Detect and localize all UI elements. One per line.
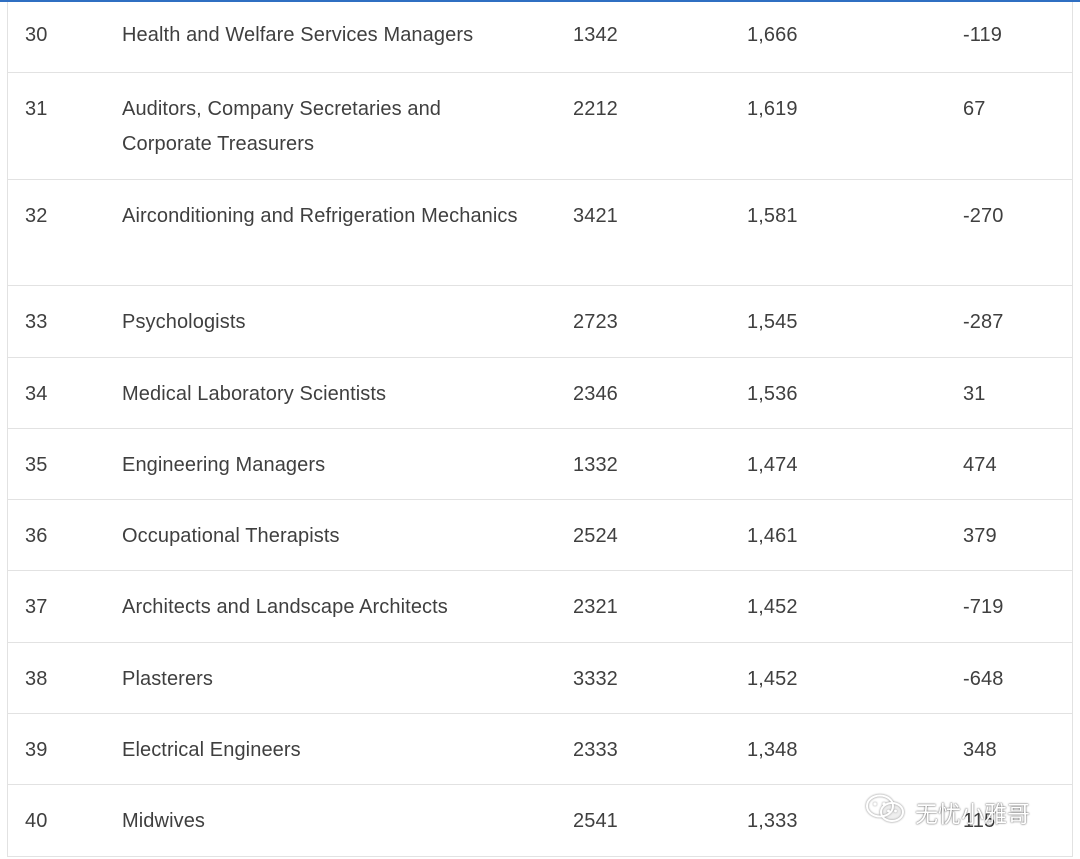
- watermark-text: 无忧小雅哥: [915, 802, 1030, 828]
- rank-cell: 36: [25, 525, 48, 548]
- change-cell: -648: [963, 667, 1004, 690]
- occupation-cell: Plasterers: [122, 667, 214, 690]
- code-cell: 2321: [573, 596, 618, 619]
- rank-cell: 35: [25, 453, 48, 476]
- count-cell: 1,452: [747, 596, 798, 619]
- occupation-cell: Health and Welfare Services Managers: [122, 24, 474, 46]
- rank-cell: 38: [25, 667, 48, 690]
- wechat-icon: [865, 793, 907, 831]
- table-row: 30 Health and Welfare Services Managers …: [8, 2, 1072, 74]
- count-cell: 1,619: [747, 98, 798, 121]
- change-cell: -270: [963, 204, 1004, 227]
- watermark: 无忧小雅哥: [865, 794, 1030, 830]
- top-accent-bar: [0, 0, 1080, 2]
- code-cell: 3332: [573, 667, 618, 690]
- occupation-table: 30 Health and Welfare Services Managers …: [7, 2, 1073, 857]
- rank-cell: 40: [25, 810, 48, 833]
- code-cell: 2333: [573, 739, 618, 762]
- change-cell: 348: [963, 739, 997, 762]
- table-row: 33 Psychologists 2723 1,545 -287: [8, 286, 1072, 358]
- table-row: 32 Airconditioning and Refrigeration Mec…: [8, 180, 1072, 287]
- occupation-cell: Occupational Therapists: [122, 525, 340, 548]
- count-cell: 1,461: [747, 525, 798, 548]
- occupation-cell: Auditors, Company Secretaries and Corpor…: [122, 98, 442, 156]
- count-cell: 1,333: [747, 810, 798, 833]
- table-row: 38 Plasterers 3332 1,452 -648: [8, 643, 1072, 715]
- occupation-cell: Architects and Landscape Architects: [122, 596, 448, 619]
- occupation-cell: Airconditioning and Refrigeration Mechan…: [122, 204, 518, 227]
- table-row: 37 Architects and Landscape Architects 2…: [8, 571, 1072, 643]
- code-cell: 2346: [573, 382, 618, 405]
- code-cell: 2212: [573, 98, 618, 121]
- change-cell: -719: [963, 596, 1004, 619]
- count-cell: 1,536: [747, 382, 798, 405]
- table-row: 35 Engineering Managers 1332 1,474 474: [8, 429, 1072, 501]
- table-row: 34 Medical Laboratory Scientists 2346 1,…: [8, 358, 1072, 429]
- code-cell: 2723: [573, 311, 618, 334]
- rank-cell: 31: [25, 98, 48, 121]
- rank-cell: 30: [25, 24, 48, 46]
- count-cell: 1,452: [747, 667, 798, 690]
- code-cell: 2541: [573, 810, 618, 833]
- count-cell: 1,581: [747, 204, 798, 227]
- occupation-cell: Midwives: [122, 810, 206, 833]
- table-row: 40 Midwives 2541 1,333 115: [8, 785, 1072, 857]
- rank-cell: 37: [25, 596, 48, 619]
- change-cell: 31: [963, 382, 986, 405]
- occupation-cell: Electrical Engineers: [122, 739, 301, 762]
- rank-cell: 32: [25, 204, 48, 227]
- change-cell: -119: [963, 24, 1002, 46]
- rank-cell: 33: [25, 311, 48, 334]
- rank-cell: 34: [25, 382, 48, 405]
- table-row: 36 Occupational Therapists 2524 1,461 37…: [8, 500, 1072, 572]
- occupation-cell: Medical Laboratory Scientists: [122, 382, 387, 405]
- code-cell: 1332: [573, 453, 618, 476]
- table-row: 31 Auditors, Company Secretaries and Cor…: [8, 73, 1072, 180]
- code-cell: 3421: [573, 204, 618, 227]
- change-cell: 474: [963, 453, 997, 476]
- count-cell: 1,666: [747, 24, 798, 46]
- change-cell: 379: [963, 525, 997, 548]
- count-cell: 1,474: [747, 453, 798, 476]
- rank-cell: 39: [25, 739, 48, 762]
- count-cell: 1,348: [747, 739, 798, 762]
- change-cell: -287: [963, 311, 1004, 334]
- occupation-cell: Engineering Managers: [122, 453, 326, 476]
- change-cell: 67: [963, 98, 986, 121]
- code-cell: 2524: [573, 525, 618, 548]
- count-cell: 1,545: [747, 311, 798, 334]
- code-cell: 1342: [573, 24, 618, 46]
- change-cell: 115: [963, 810, 996, 833]
- occupation-cell: Psychologists: [122, 311, 246, 334]
- table-row: 39 Electrical Engineers 2333 1,348 348: [8, 714, 1072, 786]
